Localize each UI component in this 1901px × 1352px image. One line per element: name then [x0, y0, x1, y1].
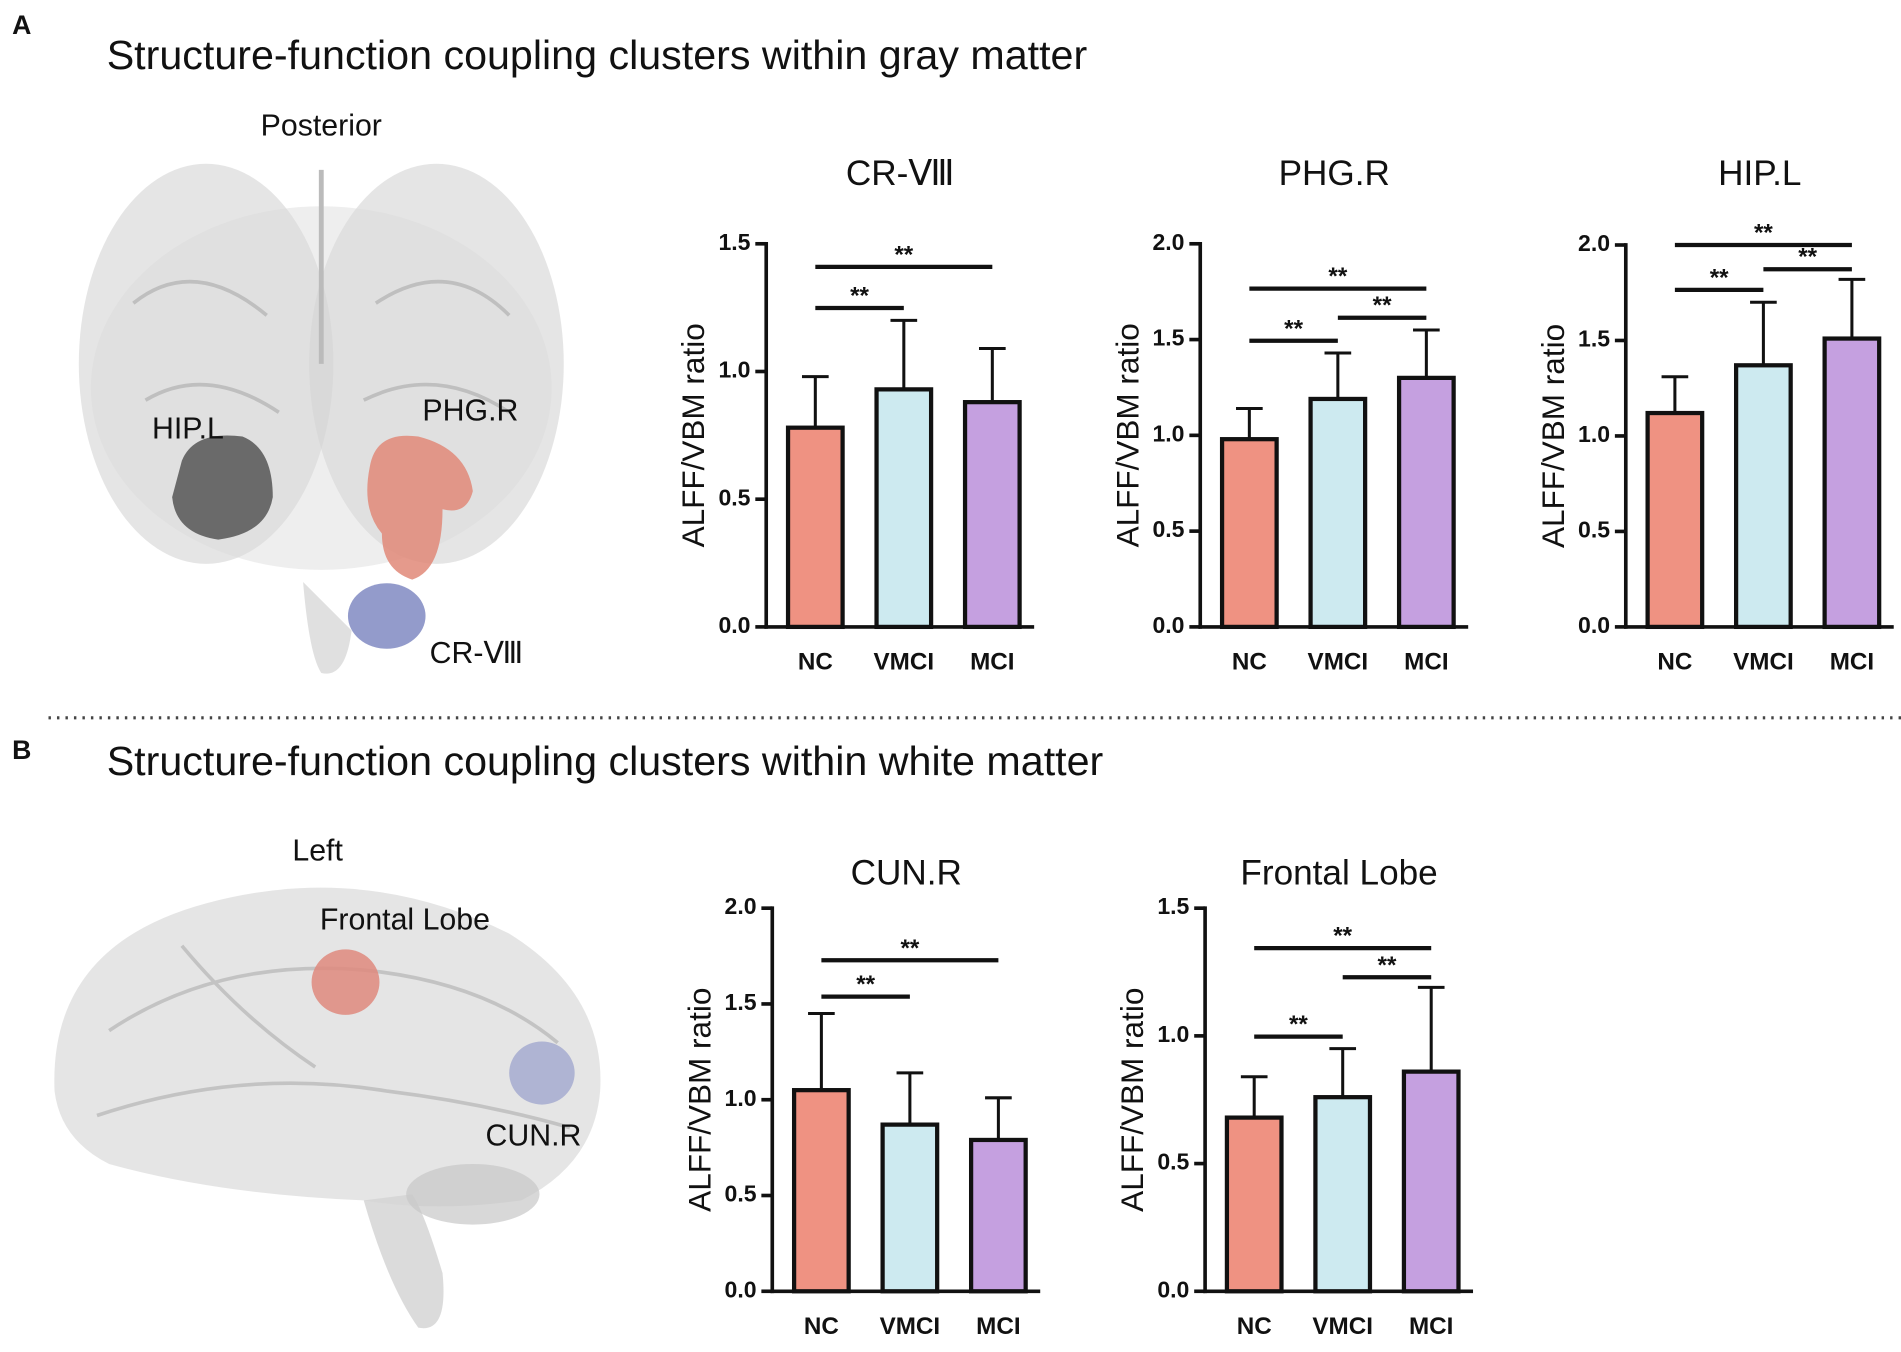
significance-label: ** [856, 971, 875, 998]
y-tick-label: 1.0 [1152, 420, 1184, 446]
y-tick-label: 0.5 [1157, 1149, 1189, 1175]
bar [1645, 410, 1705, 630]
y-tick-label: 1.0 [1578, 421, 1610, 447]
y-tick-label: 0.5 [1578, 517, 1610, 543]
y-tick-label: 0.0 [718, 612, 750, 638]
y-tick-label: 0.5 [718, 484, 750, 510]
x-tick-label: MCI [1830, 649, 1874, 676]
x-tick-label: MCI [1409, 1313, 1453, 1340]
bar [791, 1088, 851, 1294]
panel-title: Structure-function coupling clusters wit… [107, 738, 1104, 784]
view-label: Posterior [261, 109, 382, 142]
significance-label: ** [894, 241, 913, 268]
y-tick-label: 1.0 [718, 357, 750, 383]
y-tick-label: 0.0 [1157, 1276, 1189, 1302]
region-label: HIP.L [152, 412, 224, 445]
y-tick-label: 0.5 [1152, 516, 1184, 542]
y-axis-label: ALFF/VBM ratio [1109, 323, 1145, 547]
x-tick-label: VMCI [1733, 649, 1794, 676]
chart-title: CUN.R [851, 854, 962, 893]
bar [874, 387, 934, 630]
x-tick-label: MCI [1404, 649, 1448, 676]
y-axis-label: ALFF/VBM ratio [1114, 988, 1150, 1212]
y-tick-label: 1.0 [1157, 1021, 1189, 1047]
significance-label: ** [1333, 923, 1352, 950]
x-tick-label: NC [1232, 649, 1267, 676]
x-tick-label: NC [1237, 1313, 1272, 1340]
brain-posterior [78, 163, 564, 674]
x-tick-label: VMCI [1308, 649, 1369, 676]
y-tick-label: 2.0 [1152, 229, 1184, 255]
y-tick-label: 1.0 [725, 1085, 757, 1111]
significance-label: ** [1289, 1011, 1308, 1038]
y-tick-label: 0.0 [725, 1276, 757, 1302]
bar [1313, 1095, 1373, 1294]
y-tick-label: 0.0 [1578, 612, 1610, 638]
chart-title: HIP.L [1718, 154, 1801, 193]
view-label: Left [292, 834, 343, 867]
y-tick-label: 1.5 [1152, 325, 1184, 351]
bar [1733, 363, 1793, 630]
significance-label: ** [1378, 952, 1397, 979]
y-tick-label: 0.5 [725, 1181, 757, 1207]
significance-label: ** [1754, 219, 1773, 246]
chart-title: Frontal Lobe [1240, 854, 1437, 893]
x-tick-label: NC [798, 649, 833, 676]
region-label: CR-Ⅷ [430, 637, 524, 670]
significance-label: ** [1710, 264, 1729, 291]
x-tick-label: VMCI [874, 649, 935, 676]
panel-label: B [12, 735, 31, 765]
bar [880, 1122, 940, 1294]
y-axis-label: ALFF/VBM ratio [681, 988, 717, 1212]
y-axis-label: ALFF/VBM ratio [675, 323, 711, 547]
significance-label: ** [1373, 292, 1392, 319]
bar [1822, 336, 1882, 630]
chart-title: PHG.R [1279, 154, 1390, 193]
y-tick-label: 1.5 [1157, 893, 1189, 919]
y-tick-label: 1.5 [725, 989, 757, 1015]
x-tick-label: VMCI [1312, 1313, 1373, 1340]
bar [1224, 1115, 1284, 1294]
bar [1219, 437, 1279, 630]
y-tick-label: 0.0 [1152, 612, 1184, 638]
significance-label: ** [1328, 263, 1347, 290]
y-tick-label: 1.5 [718, 229, 750, 255]
bar [1396, 375, 1456, 630]
panel-label: A [12, 10, 31, 40]
panel-title: Structure-function coupling clusters wit… [107, 32, 1088, 78]
chart-title: CR-Ⅷ [846, 154, 955, 193]
x-tick-label: VMCI [880, 1313, 941, 1340]
x-tick-label: NC [1657, 649, 1692, 676]
significance-label: ** [900, 935, 919, 962]
region-label: CUN.R [485, 1119, 581, 1152]
significance-label: ** [850, 283, 869, 310]
region-label: Frontal Lobe [320, 904, 490, 937]
x-tick-label: NC [804, 1313, 839, 1340]
y-axis-label: ALFF/VBM ratio [1535, 324, 1571, 548]
bar [785, 425, 845, 630]
y-tick-label: 2.0 [1578, 230, 1610, 256]
region-label: PHG.R [422, 394, 518, 427]
bar [962, 400, 1022, 630]
significance-label: ** [1798, 244, 1817, 271]
bar [1308, 396, 1368, 630]
x-tick-label: MCI [970, 649, 1014, 676]
x-tick-label: MCI [976, 1313, 1020, 1340]
bar [968, 1137, 1028, 1294]
y-tick-label: 1.5 [1578, 326, 1610, 352]
significance-label: ** [1284, 315, 1303, 342]
y-tick-label: 2.0 [725, 893, 757, 919]
brain-left [54, 887, 601, 1329]
bar [1401, 1069, 1461, 1294]
